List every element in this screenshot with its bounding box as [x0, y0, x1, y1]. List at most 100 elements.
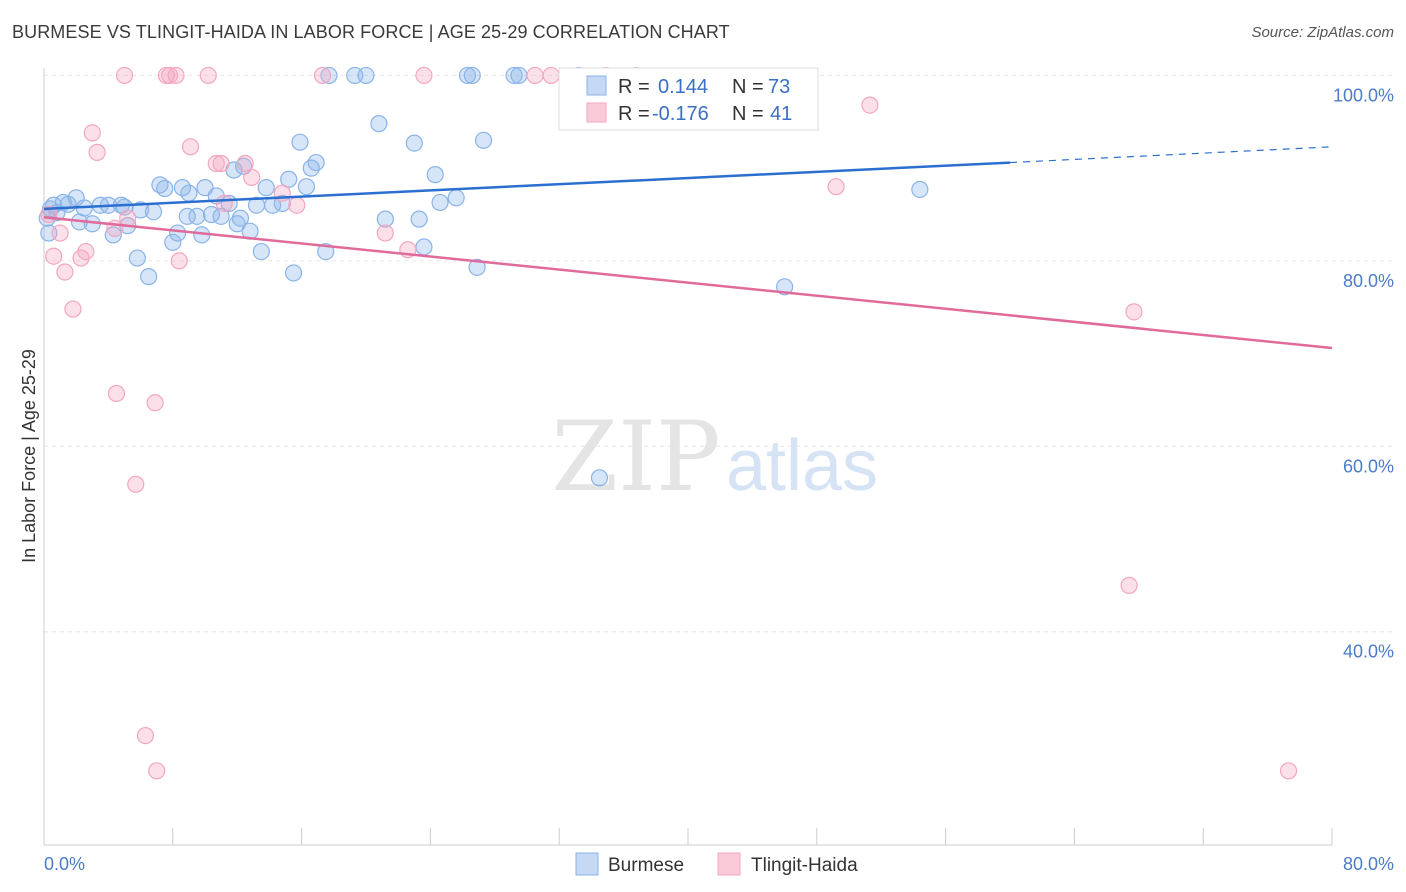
legend-n-label-1: N =	[732, 76, 764, 98]
point-tlingit-haida	[526, 66, 544, 85]
x-tick-label-max: 80.0%	[1343, 854, 1394, 874]
point-burmese	[447, 189, 465, 207]
point-burmese	[128, 249, 146, 267]
point-tlingit-haida	[215, 194, 233, 212]
legend-r-value-2: -0.176	[652, 103, 709, 125]
point-tlingit-haida	[167, 66, 185, 85]
point-burmese	[458, 66, 477, 85]
point-burmese	[144, 203, 163, 221]
point-tlingit-haida	[1125, 303, 1143, 321]
point-tlingit-haida	[288, 196, 306, 214]
point-burmese	[911, 180, 929, 199]
point-burmese	[357, 66, 375, 85]
point-burmese	[297, 178, 316, 196]
y-tick-label: 60.0%	[1343, 456, 1394, 476]
point-tlingit-haida	[1279, 762, 1298, 780]
point-burmese	[370, 115, 388, 133]
y-tick-label: 40.0%	[1343, 642, 1394, 662]
point-burmese	[212, 207, 230, 225]
point-burmese	[510, 66, 528, 85]
chart-title: BURMESE VS TLINGIT-HAIDA IN LABOR FORCE …	[12, 22, 730, 42]
legend-swatch-burmese	[586, 75, 607, 96]
trend-line-tlingit-haida	[43, 216, 1333, 350]
legend-n-value-2: 41	[770, 103, 792, 125]
point-tlingit-haida	[45, 247, 63, 265]
point-burmese	[376, 210, 394, 228]
y-axis-title: In Labor Force | Age 25-29	[19, 349, 39, 563]
point-burmese	[415, 238, 433, 256]
bottom-legend-swatch-burmese	[575, 852, 599, 876]
point-burmese	[252, 242, 270, 261]
point-tlingit-haida	[127, 475, 145, 493]
point-tlingit-haida	[88, 143, 106, 161]
point-burmese	[317, 242, 335, 261]
point-tlingit-haida	[376, 224, 394, 242]
source-label: Source: ZipAtlas.com	[1251, 24, 1394, 41]
point-burmese	[231, 209, 250, 227]
point-tlingit-haida	[136, 726, 155, 745]
point-burmese	[284, 264, 303, 282]
legend-n-value-1: 73	[768, 76, 790, 98]
point-burmese	[590, 469, 609, 487]
point-burmese	[180, 184, 198, 202]
point-burmese	[156, 179, 174, 198]
trend-lines	[43, 146, 1333, 350]
point-burmese	[320, 66, 338, 85]
watermark-zip: ZIP	[551, 401, 720, 513]
point-tlingit-haida	[83, 124, 101, 142]
point-tlingit-haida	[148, 762, 166, 780]
point-tlingit-haida	[64, 300, 82, 318]
legend-r-value-1: 0.144	[658, 76, 708, 98]
bottom-legend-label-burmese: Burmese	[608, 855, 684, 876]
trend-line-burmese	[43, 161, 1011, 211]
point-burmese	[188, 207, 206, 225]
point-burmese	[104, 226, 122, 244]
point-burmese	[140, 268, 158, 286]
point-tlingit-haida	[207, 154, 225, 173]
point-tlingit-haida	[77, 242, 95, 261]
bottom-legend-swatch-tlingit-haida	[717, 852, 741, 876]
point-tlingit-haida	[181, 138, 200, 156]
gridlines	[44, 74, 1392, 633]
point-tlingit-haida	[119, 209, 137, 227]
point-tlingit-haida	[212, 154, 230, 173]
point-burmese	[505, 66, 523, 85]
point-burmese	[178, 207, 196, 225]
point-burmese	[474, 131, 493, 149]
point-tlingit-haida	[146, 394, 164, 412]
point-burmese	[405, 134, 423, 152]
point-burmese	[431, 193, 449, 212]
bottom-legend-label-tlingit-haida: Tlingit-Haida	[751, 855, 858, 876]
point-burmese	[302, 159, 320, 177]
y-tick-labels: 40.0% 60.0% 80.0% 100.0%	[1333, 85, 1394, 661]
legend-n-label-2: N =	[732, 103, 764, 125]
y-tick-label: 100.0%	[1333, 85, 1394, 105]
point-burmese	[228, 215, 246, 233]
point-tlingit-haida	[1120, 576, 1138, 594]
series-tlingit-haida-points	[40, 66, 1298, 780]
point-burmese	[273, 194, 291, 212]
point-tlingit-haida	[56, 263, 74, 281]
x-tick-label-min: 0.0%	[44, 854, 85, 874]
point-burmese	[257, 179, 275, 197]
point-tlingit-haida	[160, 66, 179, 85]
point-burmese	[164, 233, 182, 251]
legend-swatch-tlingit-haida	[586, 102, 607, 123]
point-burmese	[291, 133, 309, 151]
series-burmese-points	[38, 66, 929, 487]
point-burmese	[280, 170, 298, 188]
point-burmese	[463, 66, 481, 85]
point-tlingit-haida	[115, 66, 134, 85]
point-burmese	[307, 153, 325, 172]
point-tlingit-haida	[51, 224, 69, 242]
watermark-atlas: atlas	[726, 426, 878, 506]
series-legend: Burmese Tlingit-Haida	[575, 852, 858, 876]
point-tlingit-haida	[827, 178, 845, 196]
point-tlingit-haida	[107, 384, 126, 403]
point-burmese	[426, 166, 444, 184]
point-burmese	[169, 224, 187, 242]
legend-r-label-1: R =	[618, 76, 650, 98]
point-tlingit-haida	[236, 154, 254, 173]
point-tlingit-haida	[415, 66, 433, 85]
